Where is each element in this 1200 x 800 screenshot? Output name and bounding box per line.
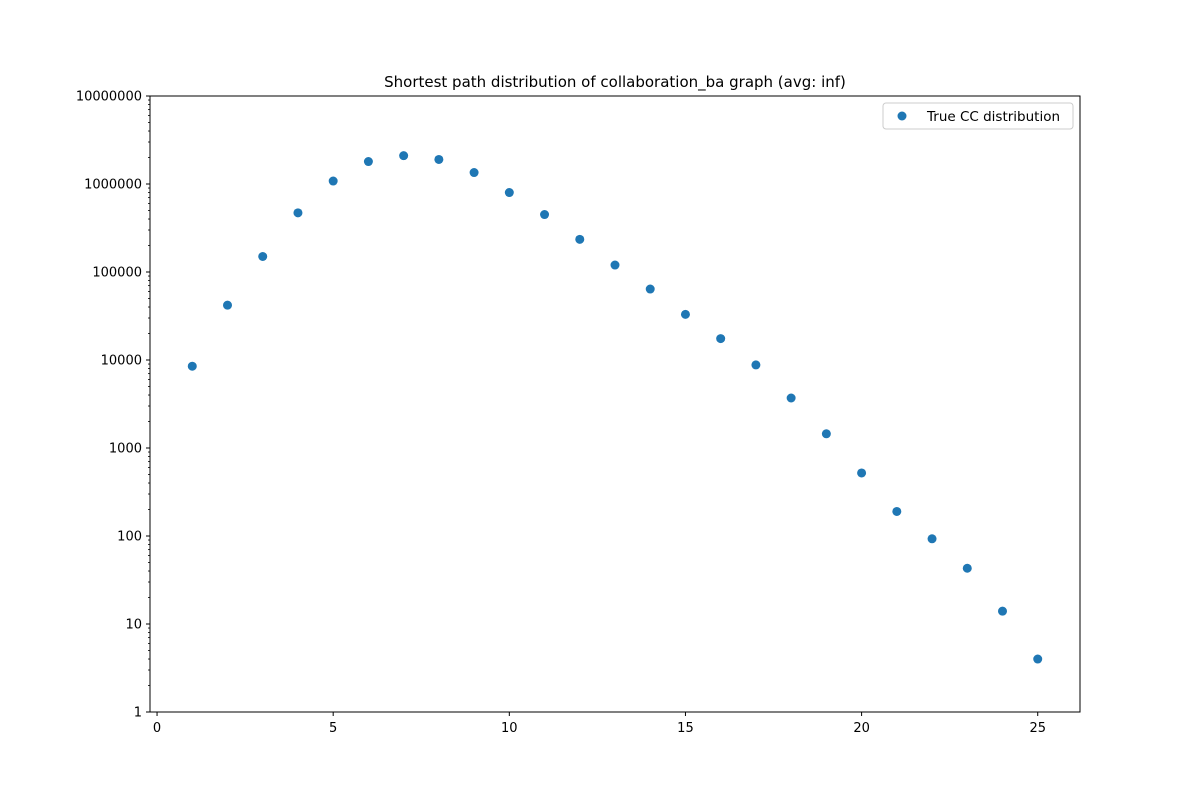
data-point (399, 151, 409, 161)
x-tick-label: 15 (677, 721, 694, 736)
legend-marker (897, 111, 907, 121)
x-tick-label: 10 (501, 721, 518, 736)
chart-title: Shortest path distribution of collaborat… (384, 73, 846, 92)
legend: True CC distribution (882, 102, 1074, 130)
data-point (504, 188, 514, 198)
data-point (680, 309, 690, 319)
data-point (857, 468, 867, 478)
plot-area (149, 95, 1081, 713)
y-tick-label: 10000 (101, 354, 142, 369)
data-point (258, 252, 268, 262)
y-axis: 1 10 100 1000 10000 100000 1000000 10000000 (76, 90, 150, 721)
y-tick-label: 10000000 (76, 90, 142, 105)
x-axis: 0 5 10 15 20 25 (153, 712, 1046, 736)
y-tick-label: 100000 (92, 266, 142, 281)
data-point (892, 506, 902, 516)
data-point (363, 157, 373, 167)
data-point (786, 393, 796, 403)
data-point (540, 210, 550, 220)
data-point (328, 176, 338, 186)
data-point (223, 300, 232, 310)
x-tick-label: 0 (153, 721, 161, 736)
data-point (293, 208, 303, 218)
y-tick-label: 1000000 (84, 178, 142, 193)
y-tick-label: 10 (125, 618, 142, 633)
data-point (751, 360, 761, 370)
data-point (469, 168, 479, 178)
y-tick-label: 1 (134, 706, 142, 721)
legend-label: True CC distribution (926, 109, 1060, 125)
legend-box (882, 102, 1074, 130)
x-tick-label: 20 (853, 721, 870, 736)
data-point (821, 429, 831, 439)
data-point (187, 361, 197, 371)
x-tick-label: 5 (329, 721, 337, 736)
data-point (998, 606, 1007, 616)
x-tick-label: 25 (1029, 721, 1046, 736)
y-tick-label: 100 (117, 530, 142, 545)
data-point (645, 284, 655, 294)
data-point (716, 334, 726, 344)
data-point (927, 534, 937, 544)
data-point (610, 260, 620, 270)
axes-frame (149, 95, 1081, 713)
data-points (187, 151, 1043, 664)
y-tick-label: 1000 (109, 442, 142, 457)
data-point (434, 154, 444, 164)
data-point (962, 563, 972, 573)
data-point (1033, 654, 1043, 664)
data-point (575, 234, 585, 244)
